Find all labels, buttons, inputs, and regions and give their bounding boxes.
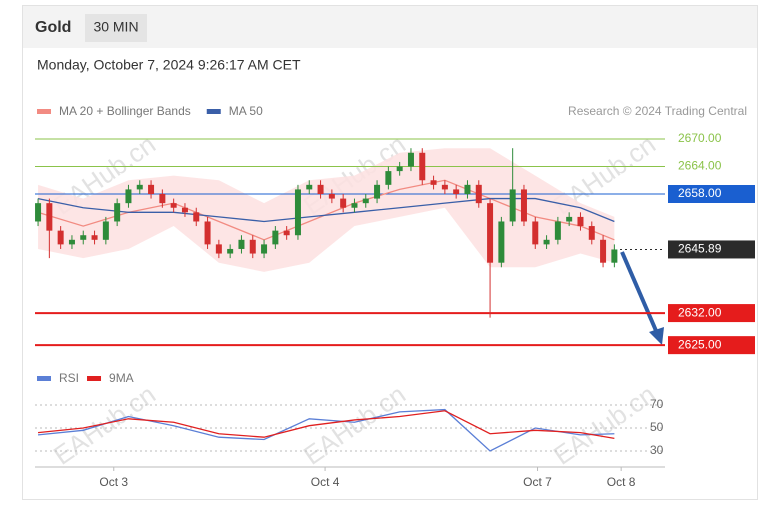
forecast-arrow [620,251,659,334]
y-tick-label: 70 [650,397,664,411]
frame [22,5,758,500]
candle-body [520,189,527,222]
candle-body [125,189,132,204]
level-label: 2625.00 [678,337,722,351]
candle-body [148,184,155,194]
candle-body [577,216,584,227]
x-tick-label: Oct 4 [311,475,340,489]
legend-label: 9MA [109,371,134,385]
timeframe-box[interactable] [85,14,147,42]
candle-body [294,189,301,236]
rsi-line [37,410,615,439]
y-tick-label: 50 [650,420,664,434]
rsi-line [37,408,615,452]
candle-body [453,189,460,194]
candle-body [566,216,573,222]
candle-body [475,184,482,204]
x-tick-label: Oct 7 [523,475,552,489]
level-label: 2658.00 [678,186,722,200]
candle-body [396,166,403,172]
level-box [668,336,755,355]
candle-body [532,221,539,245]
candle-body [385,171,392,185]
timeframe[interactable]: 30 MIN [93,19,138,35]
candle-body [419,152,426,181]
candle-body [227,248,234,254]
candle-body [362,198,369,204]
x-tick-label: Oct 8 [607,475,636,489]
candle-body [238,239,245,249]
candle-body [351,203,358,208]
candle-body [57,230,64,245]
bollinger-band [38,148,615,272]
candle-body [204,221,211,245]
ma-line [37,179,615,241]
candle-body [159,194,166,204]
level-label: 2670.00 [678,131,722,145]
candle-body [102,221,109,240]
candle-body [283,230,290,236]
y-tick-label: 30 [650,443,664,457]
candle-body [181,207,188,213]
candle-body [487,203,494,263]
source: Research © 2024 Trading Central [568,104,747,118]
legend-label: MA 20 + Bollinger Bands [59,104,191,118]
candle-body [193,212,200,222]
candle-body [249,239,256,254]
legend-swatch [206,109,221,114]
candle-body [441,184,448,190]
level-box [668,304,755,323]
candle-body [91,235,98,240]
candle-body [46,203,53,231]
candle-body [328,194,335,199]
candle-body [170,203,177,208]
level-box [668,240,755,259]
candle-body [215,244,222,254]
legend-swatch [37,109,51,114]
legend-label: MA 50 [229,104,263,118]
candle-body [588,226,595,240]
candle-body [35,203,42,222]
legend-swatch [87,376,102,381]
candle-body [509,189,516,222]
forecast-arrowhead [649,327,664,345]
candle-body [114,203,121,222]
level-label: 2645.89 [678,242,722,256]
chart-title: Gold [35,19,71,36]
timestamp: Monday, October 7, 2024 9:26:17 AM CET [37,57,301,73]
candle-body [464,184,471,194]
candle-body [611,249,618,263]
candle-body [317,184,324,194]
level-label: 2632.00 [678,305,722,319]
candle-body [554,221,561,240]
level-box [668,185,755,203]
candle-body [430,180,437,185]
candle-body [272,230,279,245]
candle-body [374,184,381,199]
legend-label: RSI [59,371,79,385]
x-tick-label: Oct 3 [99,475,128,489]
candle-body [498,221,505,263]
level-label: 2664.00 [678,159,722,173]
candle-body [68,239,75,245]
candle-body [306,184,313,190]
candle-body [261,244,268,254]
candle-body [340,198,347,208]
candle-body [136,184,143,190]
ma-line [37,197,615,223]
candle-body [600,239,607,263]
candle-body [543,239,550,245]
legend-swatch [37,376,51,381]
candle-body [80,235,87,240]
candle-body [407,152,414,167]
